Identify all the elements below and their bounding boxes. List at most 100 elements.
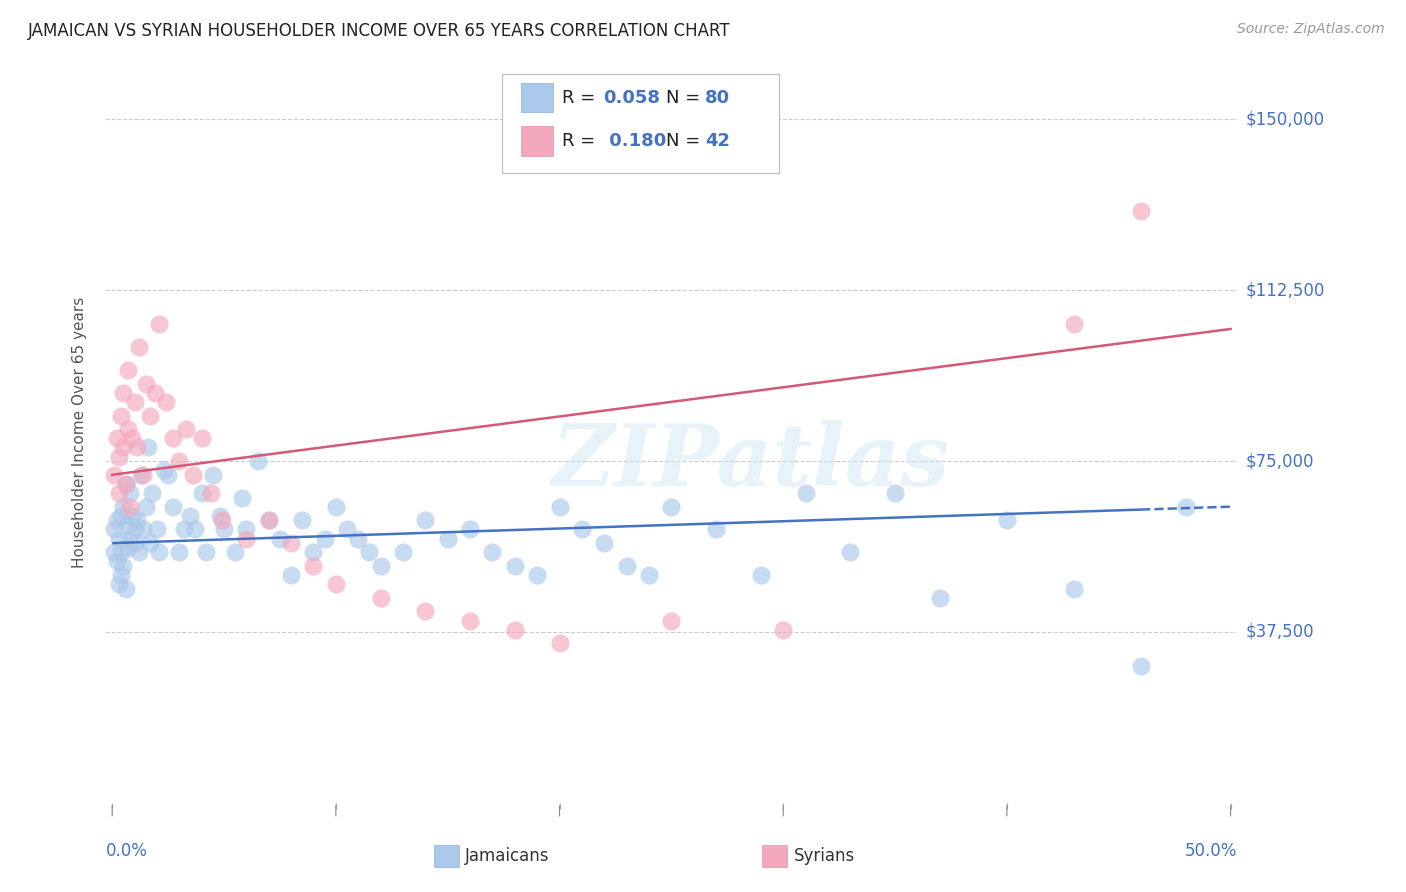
Text: 0.058: 0.058 [603,88,661,107]
Point [120,500,141,514]
Point [120,532,141,546]
Text: R =: R = [561,88,600,107]
Point [481,545,503,559]
Point [117,363,139,377]
Point [152,463,174,477]
Text: Syrians: Syrians [793,847,855,865]
Point [114,582,136,596]
Point [195,545,218,559]
Point [103,523,125,537]
Point [269,532,291,546]
Point [155,395,177,409]
FancyBboxPatch shape [433,845,458,867]
Point [112,385,135,400]
Point [257,513,280,527]
Point [593,536,616,550]
Point [200,486,222,500]
Point [302,545,325,559]
Text: 80: 80 [706,88,731,107]
Point [503,558,526,573]
Point [125,441,148,455]
Text: 42: 42 [706,132,730,150]
Point [108,450,131,464]
FancyBboxPatch shape [520,127,553,156]
Point [325,577,347,591]
Y-axis label: Householder Income Over 65 years: Householder Income Over 65 years [72,297,87,568]
Text: 50.0%: 50.0% [1185,842,1237,860]
Point [280,568,302,582]
Point [108,532,131,546]
Point [174,422,197,436]
Point [141,486,163,500]
Point [110,545,132,559]
FancyBboxPatch shape [762,845,787,867]
Point [121,508,143,523]
Text: N =: N = [665,88,706,107]
Point [794,486,817,500]
Point [135,500,157,514]
Point [110,568,132,582]
Point [117,422,139,436]
Point [120,486,141,500]
Point [110,508,132,523]
Text: ZIPatlas: ZIPatlas [551,420,949,504]
FancyBboxPatch shape [520,83,553,112]
Point [128,340,150,354]
Point [157,467,180,482]
Point [928,591,950,605]
Point [162,500,184,514]
Point [548,500,571,514]
Point [105,431,128,445]
Point [659,614,682,628]
Point [211,513,233,527]
Point [336,523,359,537]
Point [148,318,170,332]
Point [359,545,381,559]
Point [526,568,548,582]
Point [224,545,246,559]
Point [235,523,257,537]
Point [995,513,1018,527]
Point [190,431,212,445]
Point [105,513,128,527]
Point [302,558,325,573]
Point [503,623,526,637]
Point [571,523,593,537]
Point [135,376,157,391]
Point [659,500,682,514]
Text: R =: R = [561,132,600,150]
Point [884,486,907,500]
Point [257,513,280,527]
Point [1130,659,1153,673]
Point [1174,500,1197,514]
Point [235,532,257,546]
Text: Source: ZipAtlas.com: Source: ZipAtlas.com [1237,22,1385,37]
Point [108,577,131,591]
Point [231,491,253,505]
Point [132,467,155,482]
Point [839,545,862,559]
Point [370,558,392,573]
Text: $37,500: $37,500 [1246,623,1315,641]
Point [436,532,458,546]
Point [105,554,128,568]
FancyBboxPatch shape [502,73,779,173]
Point [1130,203,1153,218]
Point [749,568,772,582]
Point [179,508,201,523]
Point [124,536,146,550]
Point [139,536,162,550]
Point [458,523,481,537]
Point [108,486,131,500]
Point [146,523,169,537]
Point [169,545,191,559]
Text: 0.0%: 0.0% [105,842,148,860]
Point [173,523,195,537]
Point [616,558,638,573]
Point [212,523,235,537]
Point [114,476,136,491]
Point [124,523,146,537]
Point [143,385,166,400]
Point [190,486,212,500]
Point [121,431,143,445]
